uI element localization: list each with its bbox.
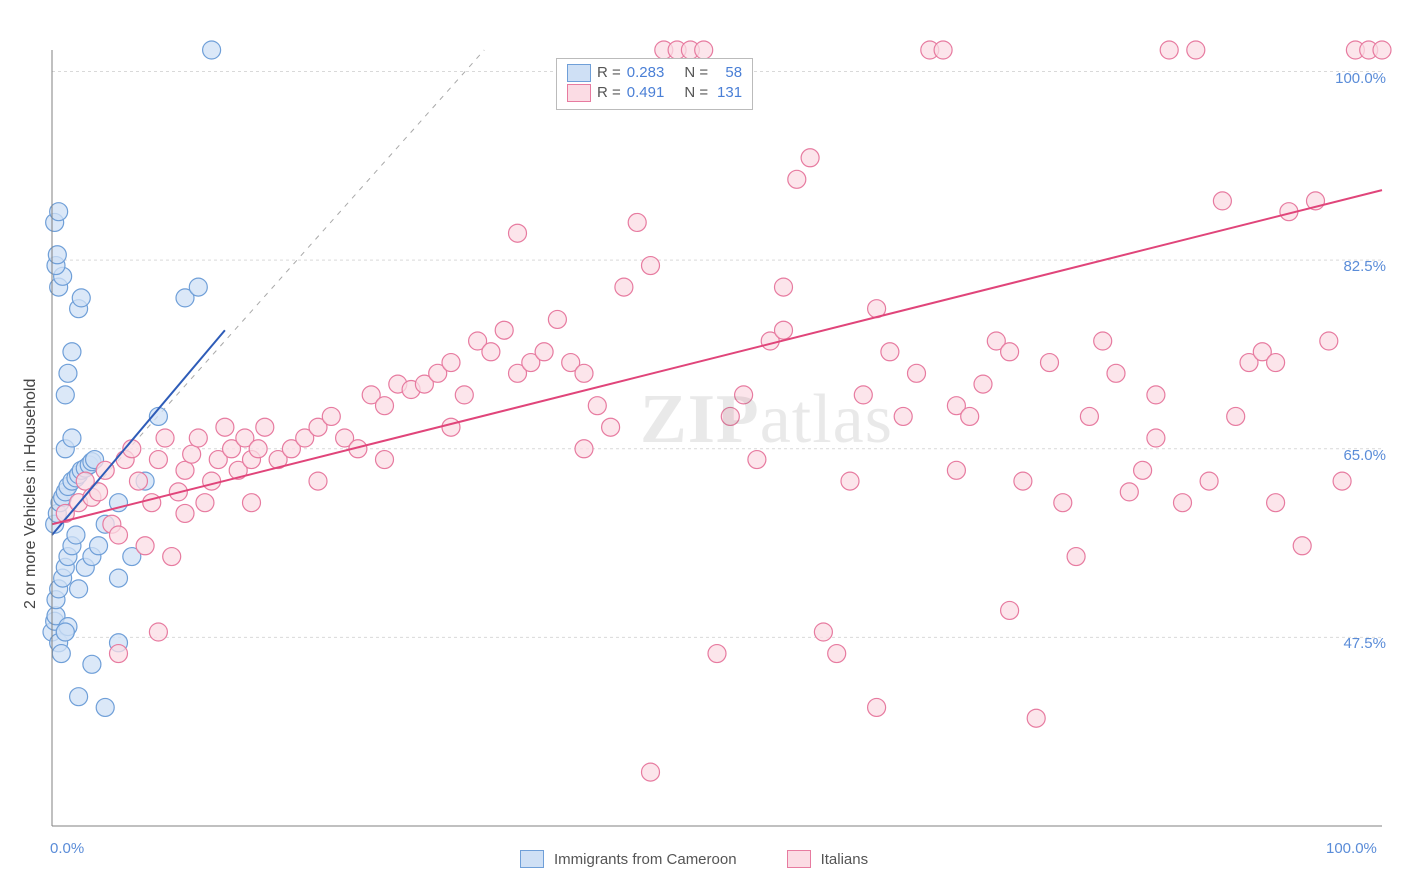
r-label: R =: [597, 83, 621, 103]
y-tick-label: 82.5%: [1343, 258, 1386, 275]
stats-row-cameroon: R = 0.283 N = 58: [567, 63, 742, 83]
legend-label-cameroon: Immigrants from Cameroon: [554, 851, 737, 868]
stats-legend: R = 0.283 N = 58 R = 0.491 N = 131: [556, 58, 753, 110]
swatch-italians: [787, 850, 811, 868]
r-value-italians: 0.491: [627, 83, 665, 103]
r-label: R =: [597, 63, 621, 83]
swatch-cameroon: [520, 850, 544, 868]
swatch-cameroon: [567, 64, 591, 82]
n-label: N =: [684, 63, 708, 83]
y-axis-title: 2 or more Vehicles in Household: [22, 378, 40, 608]
legend-label-italians: Italians: [821, 851, 869, 868]
x-tick-label: 0.0%: [50, 840, 84, 857]
n-value-italians: 131: [714, 83, 742, 103]
r-value-cameroon: 0.283: [627, 63, 665, 83]
scatter-plot: [0, 0, 1406, 892]
y-tick-label: 100.0%: [1335, 70, 1386, 87]
y-tick-label: 47.5%: [1343, 635, 1386, 652]
n-value-cameroon: 58: [714, 63, 742, 83]
x-tick-label: 100.0%: [1326, 840, 1377, 857]
n-label: N =: [684, 83, 708, 103]
swatch-italians: [567, 84, 591, 102]
y-tick-label: 65.0%: [1343, 447, 1386, 464]
stats-row-italians: R = 0.491 N = 131: [567, 83, 742, 103]
series-legend: Immigrants from Cameroon Italians: [520, 850, 868, 868]
